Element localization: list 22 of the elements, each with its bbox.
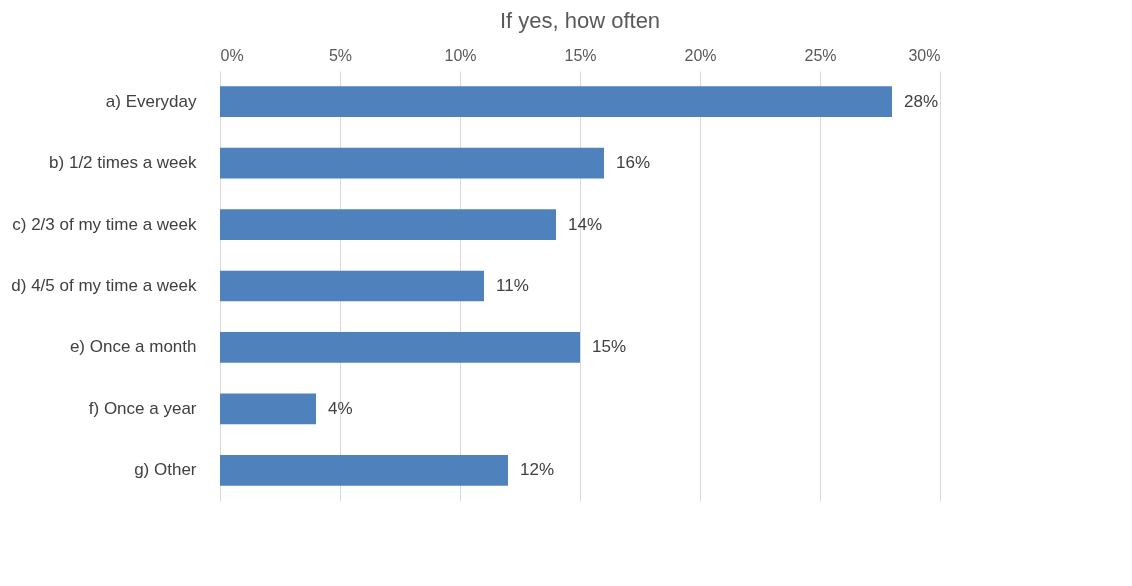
data-label: 12%	[520, 460, 555, 480]
x-tick-label: 20%	[684, 46, 717, 64]
y-tick-label: e) Once a month	[69, 337, 197, 357]
data-label: 11%	[496, 276, 529, 295]
y-tick-label: d) 4/5 of my time a week	[11, 276, 197, 295]
y-tick-label: f) Once a year	[88, 398, 197, 418]
x-tick-label: 25%	[804, 46, 837, 64]
y-tick-label: c) 2/3 of my time a week	[12, 214, 197, 234]
data-label: 14%	[568, 214, 603, 234]
x-tick-label: 0%	[220, 46, 244, 64]
data-label: 4%	[328, 398, 353, 418]
data-label: 15%	[592, 337, 627, 357]
y-tick-label: b) 1/2 times a week	[49, 153, 197, 173]
y-tick-label: a) Everyday	[105, 91, 197, 111]
x-tick-label: 5%	[328, 46, 353, 64]
x-tick-label: 10%	[444, 46, 477, 64]
x-tick-label: 30%	[908, 46, 941, 64]
x-tick-label: 15%	[564, 46, 597, 64]
data-label: 16%	[616, 153, 651, 173]
y-tick-label: g) Other	[134, 460, 197, 480]
chart-title: If yes, how often	[499, 8, 661, 33]
data-label: 28%	[904, 91, 939, 111]
